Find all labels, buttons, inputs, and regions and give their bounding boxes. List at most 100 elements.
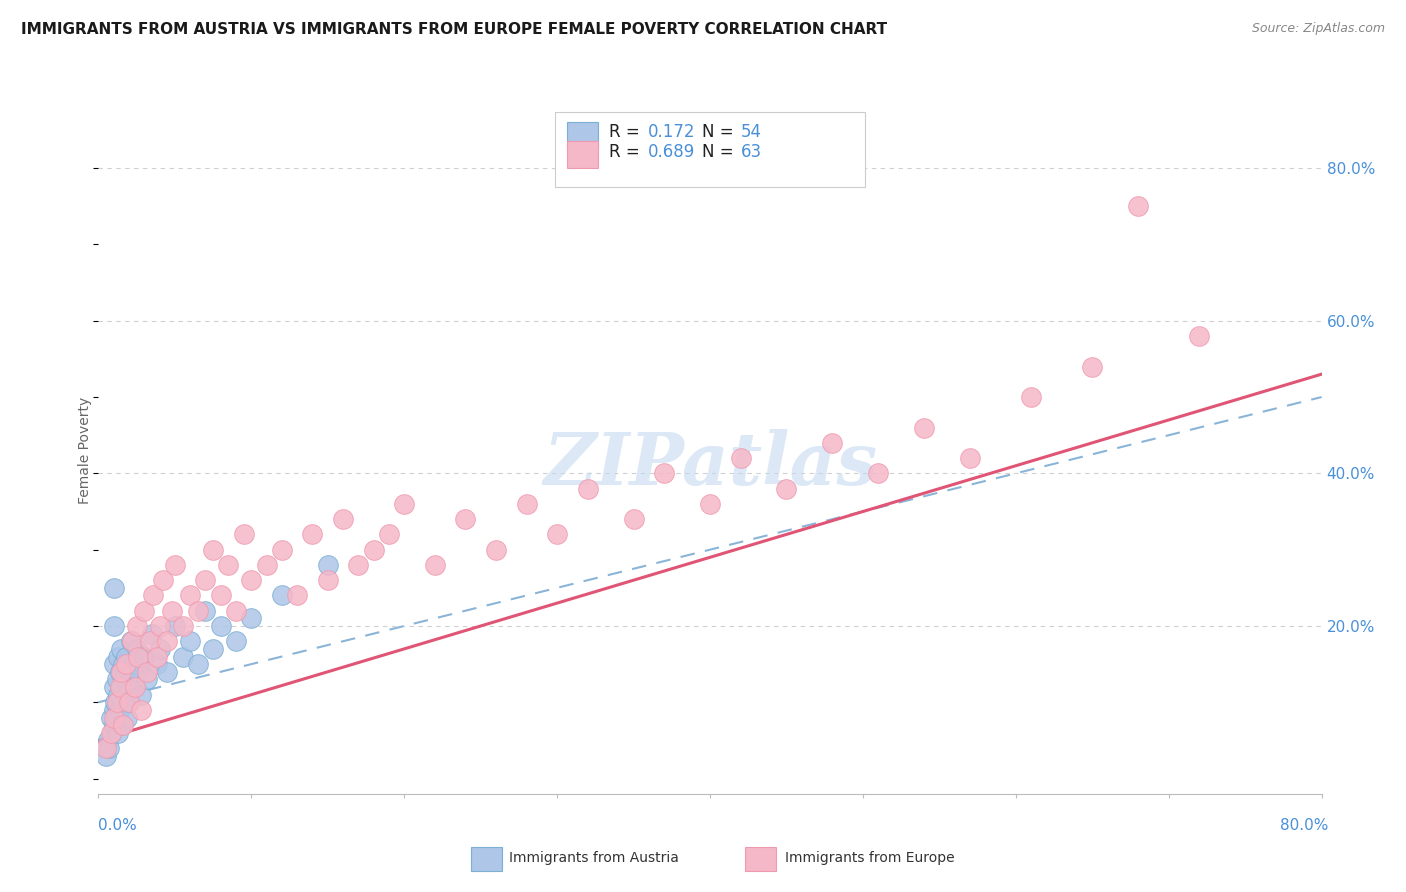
Text: Source: ZipAtlas.com: Source: ZipAtlas.com [1251, 22, 1385, 36]
Point [156, 634, 179, 648]
Point [160, 604, 183, 618]
Point [912, 420, 935, 434]
Point [105, 710, 128, 724]
Text: Immigrants from Europe: Immigrants from Europe [785, 851, 955, 865]
Point [392, 497, 416, 511]
Text: 63: 63 [741, 143, 762, 161]
Text: 0.0%: 0.0% [98, 818, 138, 832]
Text: R =: R = [609, 143, 645, 161]
Point [105, 673, 128, 687]
Point [107, 726, 129, 740]
Point [107, 649, 129, 664]
Point [821, 435, 844, 450]
Point [120, 634, 142, 648]
Point [97, 733, 120, 747]
Point [107, 688, 129, 702]
Point [172, 619, 194, 633]
Point [105, 695, 128, 709]
Point [103, 619, 125, 633]
Point [136, 665, 159, 679]
Point [240, 611, 263, 625]
Point [652, 467, 675, 481]
Point [125, 619, 148, 633]
Point [699, 497, 721, 511]
Point [110, 718, 132, 732]
Point [270, 542, 292, 557]
Point [516, 497, 538, 511]
Point [145, 649, 167, 664]
Point [172, 649, 194, 664]
Point [1128, 199, 1150, 213]
Point [101, 726, 124, 740]
Point [163, 619, 186, 633]
Point [103, 703, 125, 717]
Point [775, 482, 797, 496]
Point [194, 573, 217, 587]
Text: N =: N = [702, 143, 738, 161]
Text: ZIPatlas: ZIPatlas [543, 429, 877, 500]
Point [316, 573, 339, 587]
Point [623, 512, 645, 526]
Point [194, 604, 217, 618]
Point [187, 604, 209, 618]
Point [363, 542, 385, 557]
Point [112, 673, 135, 687]
Point [179, 589, 201, 603]
Point [122, 657, 145, 672]
Point [110, 641, 132, 656]
Point [127, 649, 149, 664]
Point [149, 619, 172, 633]
Point [1081, 359, 1104, 374]
Point [124, 680, 146, 694]
Point [209, 589, 232, 603]
Point [232, 527, 254, 541]
Point [98, 741, 121, 756]
Point [110, 665, 132, 679]
Point [163, 558, 186, 572]
Point [111, 657, 134, 672]
Point [129, 703, 152, 717]
Point [100, 710, 122, 724]
Point [100, 726, 122, 740]
Text: IMMIGRANTS FROM AUSTRIA VS IMMIGRANTS FROM EUROPE FEMALE POVERTY CORRELATION CHA: IMMIGRANTS FROM AUSTRIA VS IMMIGRANTS FR… [21, 22, 887, 37]
Point [103, 581, 125, 595]
Point [94, 748, 117, 763]
Point [270, 589, 292, 603]
Point [108, 703, 131, 717]
Point [104, 695, 127, 709]
Point [103, 680, 125, 694]
Point [1019, 390, 1042, 404]
Point [118, 695, 141, 709]
Point [152, 573, 174, 587]
Point [202, 641, 225, 656]
Point [121, 673, 143, 687]
Point [118, 665, 141, 679]
Point [202, 542, 225, 557]
Point [225, 604, 247, 618]
Point [139, 634, 162, 648]
Point [187, 657, 209, 672]
Point [125, 641, 148, 656]
Text: 0.689: 0.689 [648, 143, 696, 161]
Y-axis label: Female Poverty: Female Poverty [79, 397, 93, 504]
Point [217, 558, 239, 572]
Point [118, 695, 141, 709]
Point [256, 558, 278, 572]
Point [209, 619, 232, 633]
Point [1188, 329, 1211, 343]
Point [103, 718, 125, 732]
Point [576, 482, 599, 496]
Point [110, 680, 132, 694]
Point [959, 451, 981, 466]
Point [240, 573, 263, 587]
Point [111, 718, 134, 732]
Point [94, 741, 117, 756]
Point [347, 558, 370, 572]
Point [129, 688, 152, 702]
Point [127, 665, 149, 679]
Point [108, 665, 131, 679]
Point [316, 558, 339, 572]
Point [225, 634, 247, 648]
Point [103, 710, 125, 724]
Point [301, 527, 323, 541]
